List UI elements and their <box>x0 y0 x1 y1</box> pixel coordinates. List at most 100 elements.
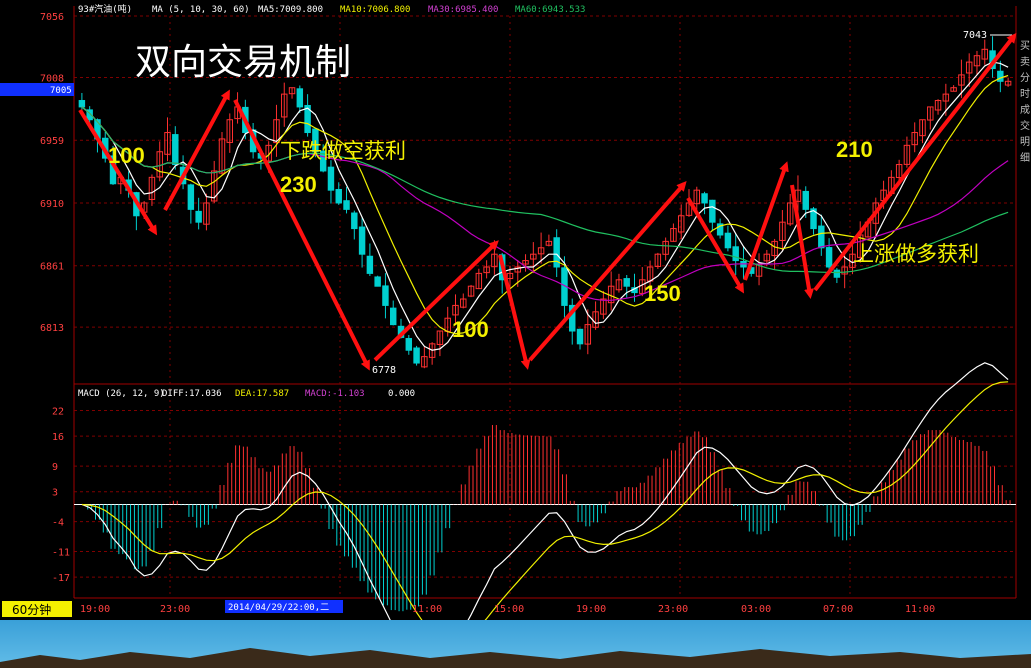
candle-body <box>654 253 662 267</box>
candle-body <box>405 338 413 351</box>
macd-label: MACD (26, 12, 9) <box>78 389 165 399</box>
candle-body <box>1004 80 1012 86</box>
candle-body <box>537 247 545 255</box>
trend-arrow <box>233 99 370 371</box>
candle-body <box>226 119 233 143</box>
candle-body <box>327 166 335 191</box>
macd-macd: MACD:-1.103 <box>305 389 365 399</box>
annotation-210: 210 <box>836 137 873 162</box>
candle-body <box>390 307 397 326</box>
macd-tick-label: -17 <box>52 573 70 584</box>
candle-body <box>662 240 669 255</box>
price-tick-label: 6910 <box>40 199 64 210</box>
candle-body <box>203 202 210 225</box>
candle-body <box>981 48 988 60</box>
price-tick-label: 6959 <box>40 136 64 147</box>
price-tick-label: 6813 <box>40 323 64 334</box>
candle-body <box>304 104 311 134</box>
candle-body <box>584 324 592 345</box>
candle-body <box>436 330 444 345</box>
candle-body <box>514 266 521 273</box>
candle-body <box>973 55 981 67</box>
macd-tick-label: -11 <box>52 548 70 559</box>
candle-body <box>919 119 926 137</box>
cursor-date-label: 2014/04/29/22:00,二 <box>228 603 329 613</box>
candle-body <box>841 266 848 275</box>
candle-body <box>428 343 436 358</box>
candle-body <box>86 109 93 121</box>
candle-body <box>553 237 560 268</box>
candle-body <box>569 304 576 332</box>
macd-tick-label: 3 <box>52 488 58 499</box>
slide-title: 双向交易机制 <box>135 42 351 83</box>
symbol-label: 93#汽油(吨) <box>78 3 132 15</box>
period-label: 60分钟 <box>12 602 51 617</box>
ma60-value: MA60:6943.533 <box>515 5 585 15</box>
candle-body <box>709 199 716 223</box>
candle-body <box>335 188 342 204</box>
candle-body <box>374 276 381 287</box>
candle-body <box>927 106 934 121</box>
ma10-value: MA10:7006.800 <box>340 5 410 15</box>
candle-body <box>670 228 677 242</box>
period-box[interactable] <box>2 601 72 617</box>
candle-body <box>724 232 732 249</box>
candle-body <box>895 164 903 178</box>
candle-body <box>460 298 467 308</box>
candle-body <box>491 253 498 268</box>
candle-body <box>818 225 825 249</box>
trend-arrow <box>78 108 158 236</box>
candle-body <box>997 70 1004 82</box>
candle-body <box>452 304 459 316</box>
candle-body <box>312 128 319 153</box>
trend-arrow <box>790 184 814 299</box>
candlestick-series <box>78 36 1012 369</box>
candle-body <box>273 119 280 144</box>
annotation-short-profit: 下跌做空获利 <box>280 139 406 163</box>
time-tick-label: 11:00 <box>412 604 442 615</box>
ma30-value: MA30:6985.400 <box>428 5 498 15</box>
candle-body <box>693 189 700 205</box>
right-side-panel-text: 买卖分时成交明细 <box>1018 40 1030 168</box>
trend-arrow <box>498 254 531 370</box>
candle-body <box>506 272 514 280</box>
candle-body <box>358 226 366 255</box>
macd-zero: 0.000 <box>388 389 415 399</box>
annotation-100-b: 100 <box>452 317 489 342</box>
candle-body <box>615 279 623 291</box>
trend-arrow <box>813 32 1017 292</box>
current-price-box <box>0 83 74 96</box>
candle-body <box>810 208 817 230</box>
macd-tick-label: -4 <box>52 518 64 529</box>
candle-body <box>716 223 724 236</box>
time-tick-label: 23:00 <box>160 604 190 615</box>
candle-body <box>210 170 218 202</box>
candle-body <box>382 285 389 306</box>
candle-body <box>833 269 841 278</box>
candle-body <box>467 285 475 297</box>
candle-body <box>965 61 973 74</box>
current-price-label: 7005 <box>50 86 72 96</box>
candle-body <box>763 253 771 262</box>
ma60-line <box>81 106 1009 274</box>
candle-body <box>701 193 708 204</box>
candle-body <box>366 255 374 274</box>
trend-arrow <box>163 89 230 211</box>
annotation-100-a: 100 <box>108 143 145 168</box>
candle-body <box>530 253 537 260</box>
macd-tick-label: 22 <box>52 407 64 418</box>
candle-body <box>825 247 833 268</box>
candle-body <box>802 190 809 210</box>
ma5-line <box>81 61 1009 351</box>
candle-body <box>942 93 950 102</box>
candle-body <box>576 328 584 345</box>
time-tick-label: 07:00 <box>823 604 853 615</box>
candle-body <box>623 278 630 287</box>
price-tick-label: 7008 <box>40 73 64 84</box>
candle-body <box>265 144 272 162</box>
low-price-label: 6778 <box>372 365 396 376</box>
time-tick-label: 03:00 <box>741 604 771 615</box>
candle-body <box>281 93 288 118</box>
